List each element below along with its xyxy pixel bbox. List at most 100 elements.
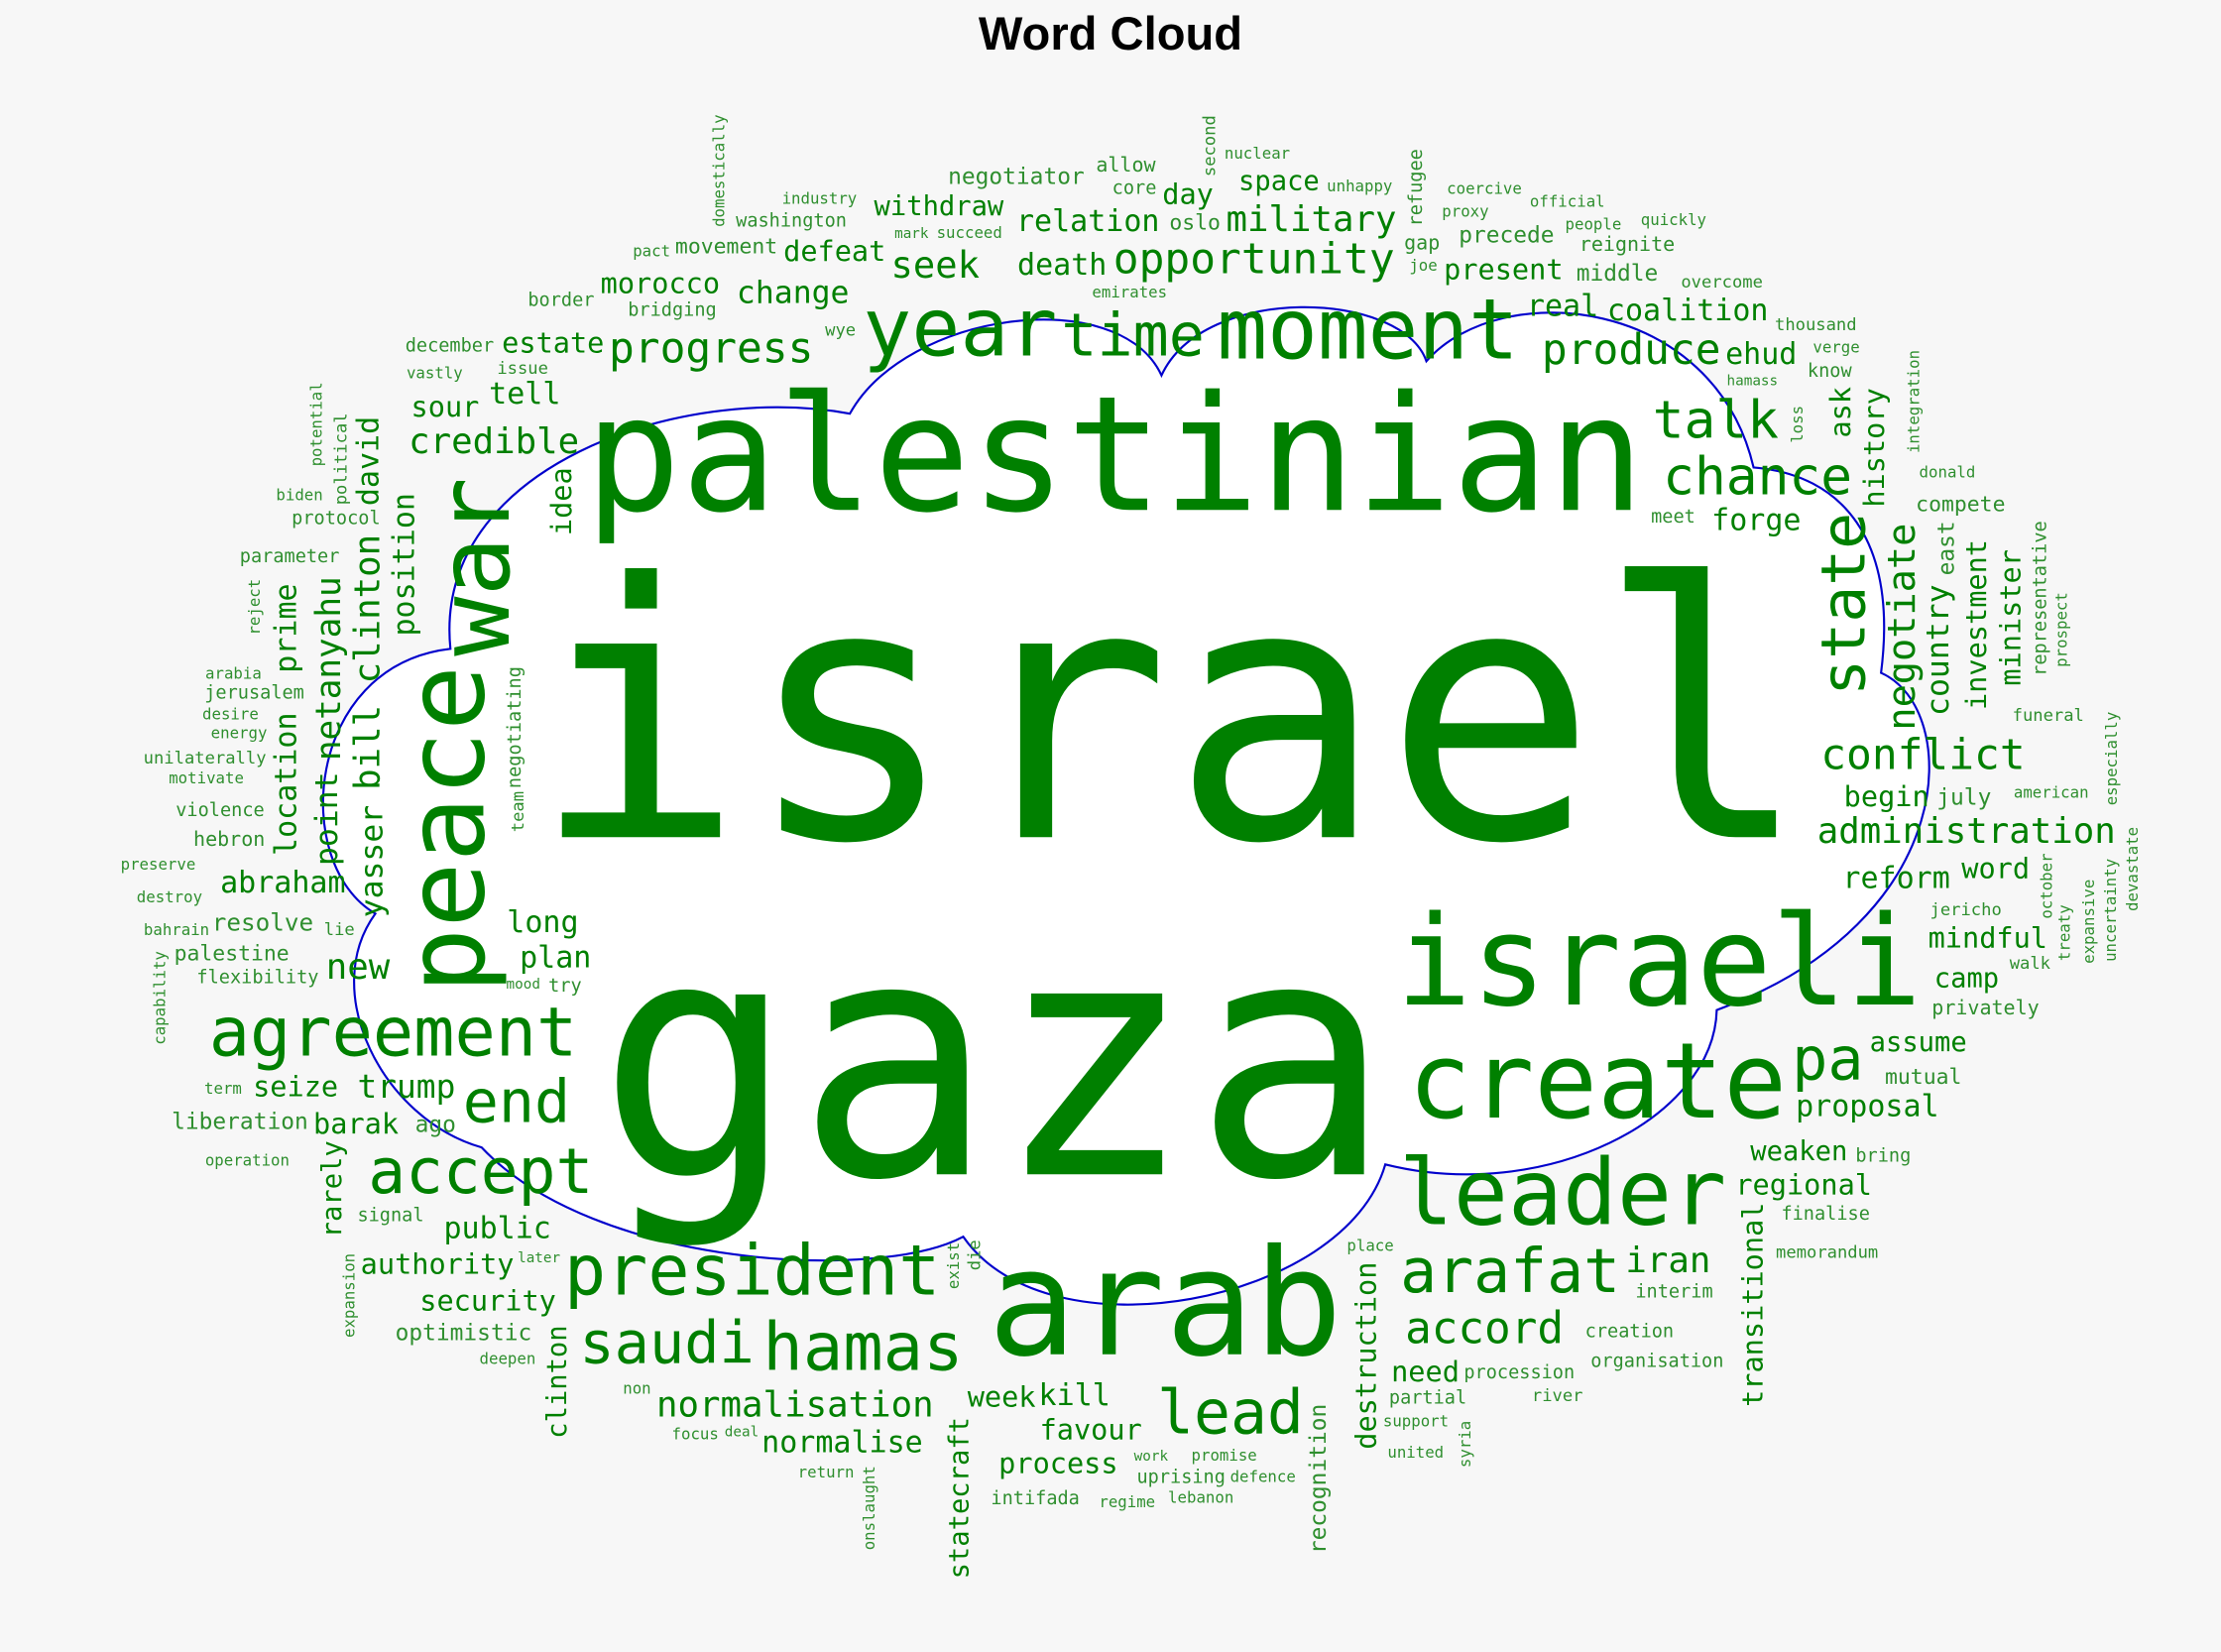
word: place — [1346, 1237, 1394, 1255]
word: signal — [357, 1206, 424, 1228]
word: quickly — [1640, 210, 1707, 230]
word: intifada — [991, 1488, 1080, 1510]
word: mood — [506, 978, 540, 994]
word: plan — [520, 940, 592, 976]
word: funeral — [2012, 704, 2084, 725]
word: emirates — [1092, 284, 1168, 302]
word: team — [507, 791, 527, 833]
word: die — [964, 1239, 985, 1271]
word: october — [2037, 852, 2056, 919]
word: lead — [1156, 1377, 1304, 1450]
word: washington — [736, 210, 847, 232]
word: pact — [633, 242, 671, 261]
word: bring — [1855, 1145, 1912, 1167]
word: verge — [1812, 338, 1860, 357]
word: favour — [1039, 1412, 1142, 1447]
word: country — [1922, 584, 1958, 716]
word: devastate — [2123, 827, 2143, 912]
word: biden — [276, 485, 323, 505]
word: promise — [1191, 1447, 1257, 1466]
word: ehud — [1725, 337, 1798, 372]
word: flexibility — [196, 967, 319, 989]
word: exist — [944, 1242, 964, 1290]
word: negotiating — [505, 666, 526, 789]
word: syria — [1455, 1421, 1474, 1469]
word: river — [1531, 1385, 1583, 1406]
word: privately — [1931, 997, 2040, 1020]
word: thousand — [1774, 314, 1857, 335]
word: assume — [1869, 1026, 1967, 1059]
word: mindful — [1928, 920, 2048, 956]
word: support — [1382, 1412, 1450, 1432]
word: expansion — [340, 1252, 359, 1338]
word: industry — [781, 189, 858, 208]
word: try — [548, 976, 582, 998]
word: israel — [530, 508, 1811, 921]
word: donald — [1919, 463, 1976, 483]
word: palestine — [174, 940, 290, 967]
word: issue — [497, 358, 548, 379]
word: defeat — [783, 233, 886, 268]
word: change — [736, 277, 850, 312]
word: united — [1387, 1444, 1445, 1463]
word: proposal — [1796, 1090, 1939, 1124]
word: oslo — [1169, 209, 1221, 235]
word: american — [2013, 782, 2089, 802]
word: time — [1061, 300, 1205, 371]
word: saudi — [579, 1308, 755, 1376]
word: prime — [269, 583, 303, 673]
word: seek — [890, 244, 980, 288]
word: ago — [414, 1110, 456, 1137]
word: term — [204, 1079, 242, 1099]
chart-title: Word Cloud — [978, 7, 1243, 59]
word: joe — [1409, 257, 1438, 276]
word: nuclear — [1224, 145, 1291, 164]
word: parameter — [239, 546, 340, 568]
word: seize — [253, 1070, 339, 1105]
word: progress — [608, 324, 814, 375]
word: moment — [1217, 280, 1519, 379]
word: history — [1856, 388, 1892, 508]
word: regime — [1099, 1492, 1156, 1511]
word: david — [351, 416, 387, 507]
word: resolve — [211, 908, 314, 938]
word: reject — [245, 578, 264, 636]
word: deepen — [479, 1350, 536, 1368]
word: jerusalem — [204, 682, 304, 705]
word: protocol — [292, 508, 381, 531]
word: negotiator — [948, 163, 1085, 190]
word: bill clinton — [346, 534, 389, 791]
word: statecraft — [944, 1417, 977, 1580]
word: credible — [409, 420, 580, 462]
word: preserve — [120, 855, 196, 874]
word: destroy — [136, 887, 203, 906]
word: procession — [1463, 1362, 1576, 1385]
word: onslaught — [860, 1466, 878, 1551]
word: movement — [674, 233, 778, 259]
word: day — [1162, 177, 1214, 212]
word: capability — [151, 950, 171, 1045]
word: unhappy — [1327, 177, 1393, 196]
word: motivate — [169, 769, 244, 788]
word: defence — [1229, 1468, 1296, 1487]
word: lie — [323, 918, 355, 939]
word: end — [462, 1066, 571, 1136]
word: coercive — [1447, 180, 1522, 199]
word: forge — [1711, 503, 1802, 537]
word: people — [1565, 214, 1622, 234]
word: hamass — [1726, 374, 1779, 390]
word: authority — [360, 1245, 515, 1280]
word: reignite — [1578, 234, 1676, 258]
word: arabia — [205, 663, 262, 683]
word: sour — [410, 389, 480, 423]
word: walk — [2009, 953, 2051, 974]
word: accord — [1405, 1303, 1565, 1356]
word: optimistic — [395, 1319, 532, 1347]
word: real — [1526, 290, 1599, 324]
word: location — [270, 712, 304, 857]
word: agreement — [208, 993, 578, 1073]
word: prospect — [2052, 591, 2071, 667]
word: overcome — [1681, 272, 1763, 293]
word: investment — [1959, 538, 1994, 710]
